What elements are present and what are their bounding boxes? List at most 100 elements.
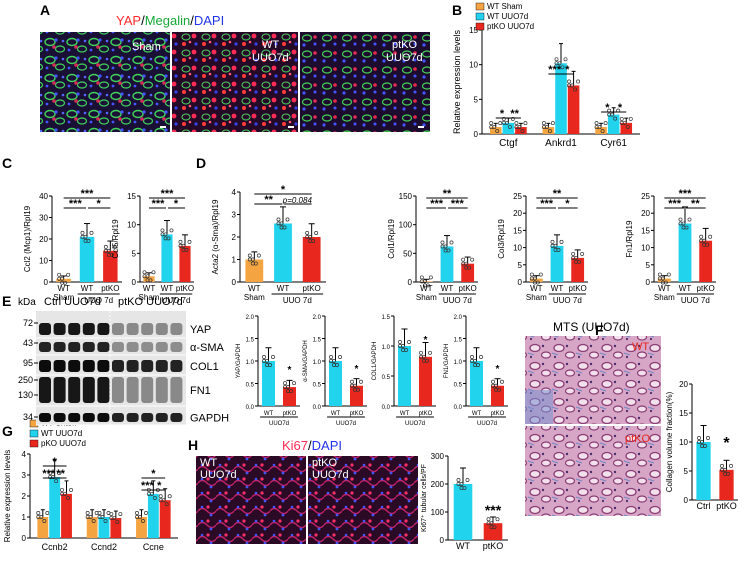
data-point bbox=[398, 344, 402, 348]
x-tick-label: WT bbox=[400, 411, 410, 417]
blot-band bbox=[68, 413, 81, 422]
sig-label: * bbox=[500, 108, 505, 120]
y-axis-label: Relative expression levels bbox=[3, 450, 12, 543]
bar bbox=[56, 278, 71, 282]
bar bbox=[469, 361, 484, 406]
y-tick-label: 1.0 bbox=[246, 360, 255, 366]
data-point bbox=[491, 383, 495, 388]
bar bbox=[397, 346, 412, 406]
blot-group-ptko: ptKO UUO7d bbox=[118, 296, 183, 308]
panel-letter-e: E bbox=[2, 293, 11, 309]
y-tick-label: 4 bbox=[232, 188, 237, 197]
x-tick-label: WT bbox=[264, 411, 274, 417]
data-point bbox=[619, 120, 624, 125]
data-point bbox=[550, 121, 555, 126]
data-point bbox=[359, 379, 363, 384]
panel-letter-f: F bbox=[595, 322, 604, 338]
data-point bbox=[449, 240, 454, 245]
bar bbox=[274, 223, 292, 282]
blot-band bbox=[39, 360, 51, 372]
data-point bbox=[479, 355, 483, 359]
panel-letter-a: A bbox=[40, 2, 50, 18]
data-point bbox=[459, 486, 464, 490]
bar bbox=[159, 500, 171, 538]
y-tick-label: 0.0 bbox=[382, 405, 391, 411]
data-point bbox=[473, 363, 477, 367]
data-point bbox=[286, 389, 290, 394]
data-point bbox=[529, 276, 534, 281]
data-point bbox=[178, 239, 183, 244]
bar bbox=[147, 493, 159, 538]
sig-label: *** bbox=[152, 198, 166, 210]
chart-d1: 0 1 2 3 4 Acta2 (α-Sma)/Rpl19 WT WT ptKO Sham UUO … bbox=[211, 184, 326, 305]
data-point bbox=[45, 511, 50, 515]
blot-marker: 34 bbox=[23, 412, 33, 422]
bar bbox=[550, 245, 564, 282]
blot-band bbox=[126, 342, 139, 352]
data-point bbox=[681, 225, 686, 230]
sig-label: * bbox=[151, 468, 156, 480]
blot-band bbox=[53, 323, 66, 335]
data-point bbox=[580, 251, 585, 256]
data-point bbox=[571, 255, 576, 260]
blot-marker: 95 bbox=[23, 358, 33, 368]
sig-label: ** bbox=[510, 108, 519, 120]
blot-band bbox=[82, 377, 95, 403]
data-point bbox=[554, 61, 559, 66]
blot-band-label: YAP bbox=[190, 324, 211, 336]
data-point bbox=[89, 230, 94, 235]
data-point bbox=[308, 239, 313, 243]
micrograph-wt-label: WT UUO7d bbox=[252, 39, 289, 64]
bar bbox=[98, 517, 110, 538]
group-label: Sham bbox=[53, 293, 74, 302]
data-point bbox=[657, 272, 662, 277]
data-point bbox=[91, 519, 96, 523]
data-point bbox=[660, 280, 665, 285]
mts-wt-label: WT bbox=[632, 341, 649, 353]
bar bbox=[136, 517, 147, 538]
data-point bbox=[135, 515, 139, 519]
y-tick-label: 1.5 bbox=[313, 338, 322, 344]
y-tick-label: 50 bbox=[403, 249, 412, 258]
bar bbox=[461, 263, 475, 282]
group-label: UUO7d bbox=[477, 421, 497, 427]
data-point bbox=[666, 272, 671, 277]
y-tick-label: 10 bbox=[679, 438, 688, 447]
data-point bbox=[103, 248, 108, 253]
scale-bar bbox=[418, 126, 424, 128]
sig-label: * bbox=[496, 364, 500, 375]
data-point bbox=[470, 257, 475, 262]
chart-e3: 0.0 0.5 1.0 1.5 COL1/GAPDH WT ptKO UUO7d * bbox=[372, 315, 436, 427]
sig-label: *** bbox=[81, 188, 95, 200]
data-point bbox=[687, 217, 692, 222]
y-tick-label: 0 bbox=[132, 278, 137, 287]
data-point bbox=[699, 238, 704, 243]
data-point bbox=[57, 272, 62, 277]
x-tick-label: WT bbox=[679, 284, 692, 293]
panel-letter-d: D bbox=[196, 155, 206, 171]
data-point bbox=[158, 498, 163, 503]
legend-swatch bbox=[29, 429, 39, 438]
blot-band bbox=[170, 360, 183, 372]
x-tick-label: WT bbox=[551, 284, 564, 293]
sig-label: * bbox=[355, 364, 359, 375]
chart-d2: 0 50 100 150 Col1/Rpl19 WT WT ptKO Sham UUO 7d ***… bbox=[387, 188, 478, 305]
data-point bbox=[178, 243, 183, 248]
x-tick-label: ptKO bbox=[483, 541, 504, 551]
data-point bbox=[305, 231, 310, 235]
data-point bbox=[491, 379, 495, 384]
y-tick-label: 15 bbox=[513, 226, 522, 235]
data-point bbox=[60, 491, 64, 496]
data-point bbox=[66, 272, 71, 277]
data-point bbox=[706, 436, 710, 440]
data-point bbox=[486, 521, 491, 526]
blot-band bbox=[170, 323, 183, 335]
data-point bbox=[563, 57, 568, 62]
data-point bbox=[181, 247, 186, 252]
data-point bbox=[538, 272, 543, 277]
y-tick-label: 25 bbox=[641, 192, 650, 201]
micrograph-ptko-uuo7d bbox=[300, 32, 430, 132]
data-point bbox=[495, 129, 500, 134]
bar bbox=[245, 259, 264, 282]
